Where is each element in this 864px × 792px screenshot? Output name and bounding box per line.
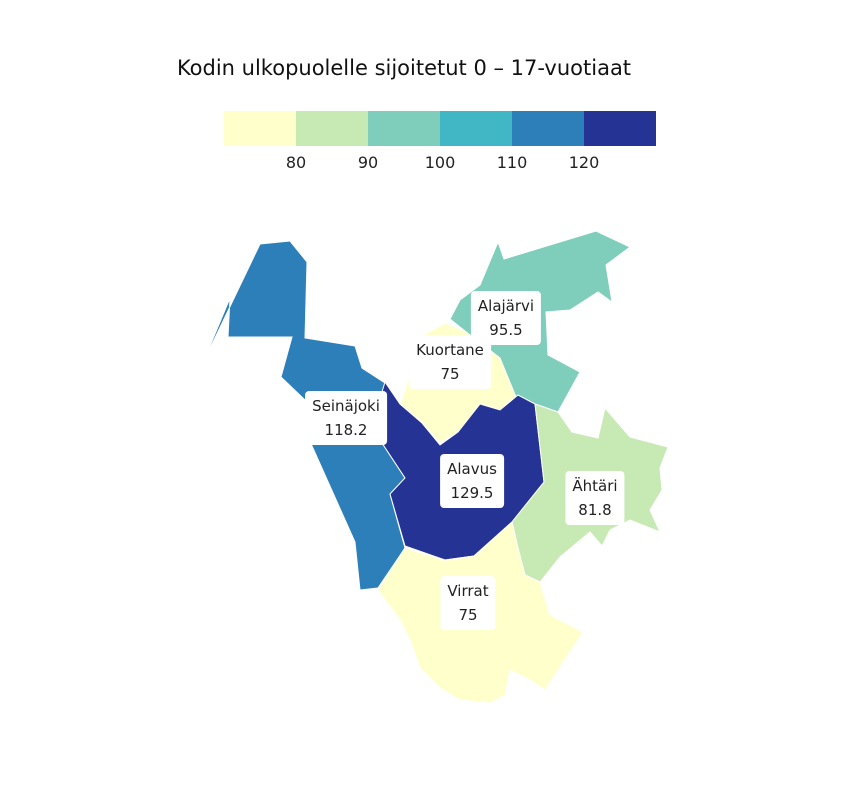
region-value: 95.5 — [489, 321, 523, 339]
map-title: Kodin ulkopuolelle sijoitetut 0 – 17-vuo… — [176, 56, 632, 80]
legend-swatch — [512, 111, 584, 146]
region-label-alavus: Alavus 129.5 — [440, 454, 504, 508]
legend-tick-label: 120 — [568, 153, 600, 172]
region-name: Ähtäri — [572, 477, 618, 495]
region-name: Kuortane — [416, 341, 484, 359]
legend-tick-label: 80 — [285, 153, 307, 172]
legend-swatch — [224, 111, 296, 146]
region-name: Virrat — [447, 582, 489, 600]
legend-swatch — [584, 111, 656, 146]
color-legend: 80 90 100 110 120 — [224, 111, 656, 177]
legend-ticks: 80 90 100 110 120 — [224, 153, 656, 177]
region-label-seinajoki: Seinäjoki 118.2 — [305, 391, 387, 445]
legend-tick-label: 100 — [424, 153, 456, 172]
region-label-ahtari: Ähtäri 81.8 — [565, 471, 625, 525]
legend-tick-label: 90 — [357, 153, 379, 172]
region-name: Alajärvi — [477, 297, 535, 315]
region-value: 81.8 — [578, 501, 612, 519]
region-name: Seinäjoki — [312, 397, 380, 415]
region-value: 129.5 — [450, 484, 494, 502]
legend-tick-label: 110 — [496, 153, 528, 172]
legend-swatch — [440, 111, 512, 146]
legend-color-bar — [224, 111, 656, 146]
region-name: Alavus — [447, 460, 497, 478]
legend-swatch — [368, 111, 440, 146]
region-label-kuortane: Kuortane 75 — [409, 335, 491, 389]
region-label-virrat: Virrat 75 — [440, 576, 496, 630]
region-value: 118.2 — [324, 421, 368, 439]
region-value: 75 — [440, 365, 460, 383]
legend-swatch — [296, 111, 368, 146]
region-value: 75 — [458, 606, 478, 624]
